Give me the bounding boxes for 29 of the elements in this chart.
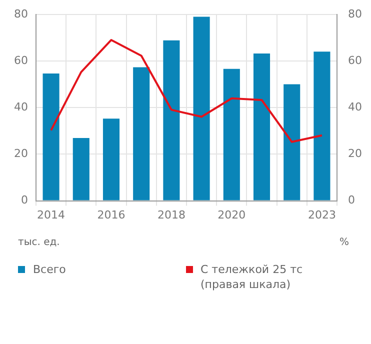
y-axis-title: тыс. ед. <box>18 237 60 248</box>
y2-tick-label: 20 <box>348 147 362 160</box>
x-tick-label: 2014 <box>37 208 66 222</box>
bar <box>253 53 270 200</box>
y2-tick-label: 0 <box>348 194 356 207</box>
y2-tick-label: 80 <box>348 7 362 20</box>
bar <box>72 138 90 200</box>
bar <box>314 52 330 200</box>
y-tick-label: 0 <box>20 194 28 207</box>
y-tick-label: 80 <box>14 7 28 20</box>
y-tick-label: 20 <box>14 147 28 160</box>
bar <box>102 118 120 200</box>
legend-label: Всего <box>33 262 66 277</box>
y2-axis-title: % <box>339 237 349 248</box>
y2-tick-label: 40 <box>348 100 362 114</box>
y-tick-label: 40 <box>14 100 28 114</box>
y2-tick-label: 60 <box>348 54 362 68</box>
bar <box>133 67 150 200</box>
bar <box>284 84 300 200</box>
bar <box>223 68 240 200</box>
x-tick-label: 2016 <box>97 208 126 222</box>
x-tick-label: 2023 <box>308 208 336 222</box>
bar <box>193 16 210 200</box>
legend-label: С тележкой 25 тс (правая шкала) <box>200 262 304 292</box>
x-tick-label: 2018 <box>157 208 186 222</box>
x-tick-label: 2020 <box>218 208 246 222</box>
bar <box>163 40 180 200</box>
y-tick-label: 60 <box>14 54 28 68</box>
bar <box>42 73 60 200</box>
